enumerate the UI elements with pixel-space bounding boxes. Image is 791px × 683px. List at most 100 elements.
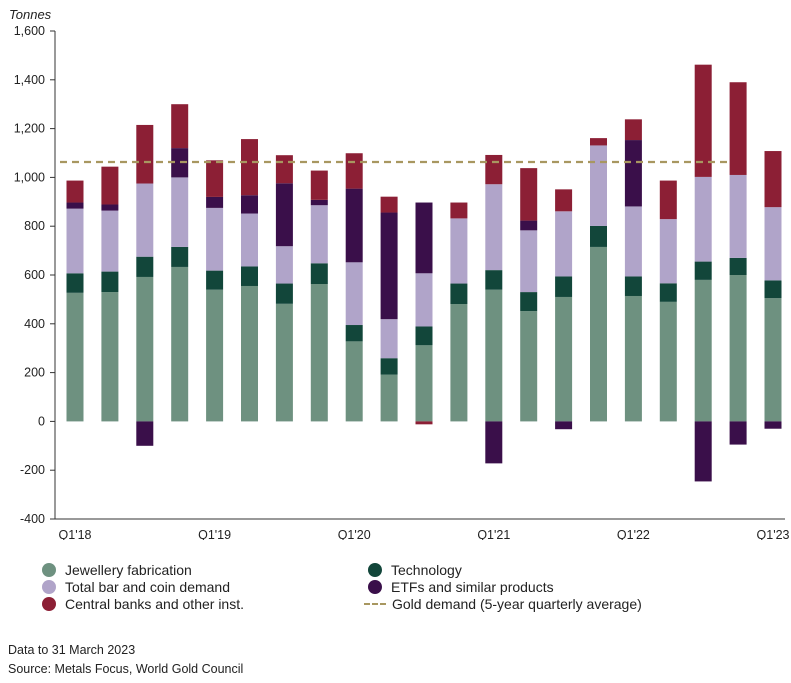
bar-jewellery-fabrication xyxy=(66,292,84,422)
bar-etfs-and-similar-products xyxy=(171,148,189,178)
legend-label-central-banks: Central banks and other inst. xyxy=(65,596,244,612)
bar-technology xyxy=(275,283,293,304)
bar-etfs-and-similar-products xyxy=(345,188,363,263)
legend-swatch-jewellery xyxy=(42,563,56,577)
bar-jewellery-fabrication xyxy=(241,285,258,422)
bar-technology xyxy=(624,276,642,296)
bar-jewellery-fabrication xyxy=(450,304,468,422)
bar-total-bar-and-coin-demand xyxy=(415,273,433,327)
y-tick-label: 1,000 xyxy=(14,170,45,184)
bar-total-bar-and-coin-demand xyxy=(659,219,677,284)
x-tick-label: Q1'19 xyxy=(198,528,231,540)
legend-item-bar-coin: Total bar and coin demand xyxy=(42,579,230,595)
bar-technology xyxy=(415,326,433,346)
bar-jewellery-fabrication xyxy=(624,295,642,422)
bar-central-banks-and-other-inst xyxy=(275,155,293,184)
bar-central-banks-and-other-inst xyxy=(345,153,363,189)
bar-central-banks-and-other-inst xyxy=(520,168,538,221)
bar-total-bar-and-coin-demand xyxy=(66,208,84,274)
bar-technology xyxy=(345,325,363,342)
data-date-note: Data to 31 March 2023 xyxy=(8,643,136,657)
bar-total-bar-and-coin-demand xyxy=(555,211,573,277)
y-tick-label: 1,600 xyxy=(14,24,45,38)
bar-etfs-and-similar-products xyxy=(729,421,747,445)
x-tick-label: Q1'22 xyxy=(617,528,650,540)
bar-total-bar-and-coin-demand xyxy=(206,207,224,271)
bar-total-bar-and-coin-demand xyxy=(275,246,293,284)
bar-central-banks-and-other-inst xyxy=(241,139,258,196)
bar-central-banks-and-other-inst xyxy=(310,170,328,200)
y-axis-label: Tonnes xyxy=(9,7,52,22)
bar-total-bar-and-coin-demand xyxy=(380,319,398,359)
bar-central-banks-and-other-inst xyxy=(764,151,782,208)
bar-technology xyxy=(101,271,119,293)
bar-jewellery-fabrication xyxy=(659,301,677,422)
bar-jewellery-fabrication xyxy=(171,266,189,422)
legend-swatch-bar-coin xyxy=(42,580,56,594)
x-tick-label: Q1'21 xyxy=(477,528,510,540)
bar-etfs-and-similar-products xyxy=(101,204,119,211)
legend-item-central-banks: Central banks and other inst. xyxy=(42,596,244,612)
bar-central-banks-and-other-inst xyxy=(101,166,119,205)
chart: Tonnes -400 -200 0 200 400 600 800 1,000 1,200 1,4… xyxy=(9,7,790,540)
bar-technology xyxy=(520,292,538,312)
legend-swatch-central-banks xyxy=(42,597,56,611)
bar-total-bar-and-coin-demand xyxy=(590,145,607,226)
bar-technology xyxy=(310,263,328,285)
bar-central-banks-and-other-inst xyxy=(624,119,642,141)
bar-technology xyxy=(66,273,84,293)
bar-technology xyxy=(380,358,398,375)
bar-central-banks-and-other-inst xyxy=(590,138,607,146)
legend-label-technology: Technology xyxy=(391,562,462,578)
bar-jewellery-fabrication xyxy=(101,292,119,422)
bar-etfs-and-similar-products xyxy=(520,220,538,231)
bar-jewellery-fabrication xyxy=(380,374,398,422)
legend-label-jewellery: Jewellery fabrication xyxy=(65,562,192,578)
bar-technology xyxy=(450,283,468,305)
bar-central-banks-and-other-inst xyxy=(555,189,573,212)
bar-etfs-and-similar-products xyxy=(624,140,642,207)
bar-central-banks-and-other-inst xyxy=(485,154,503,185)
bar-etfs-and-similar-products xyxy=(66,202,84,209)
bar-etfs-and-similar-products xyxy=(415,202,433,274)
bar-jewellery-fabrication xyxy=(310,284,328,422)
bar-etfs-and-similar-products xyxy=(206,196,224,208)
bar-central-banks-negative xyxy=(415,421,433,425)
bar-jewellery-fabrication xyxy=(764,298,782,422)
bar-central-banks-and-other-inst xyxy=(729,82,747,175)
bar-total-bar-and-coin-demand xyxy=(624,206,642,277)
bar-etfs-and-similar-products xyxy=(136,421,154,446)
x-tick-label: Q1'20 xyxy=(338,528,371,540)
bar-central-banks-and-other-inst xyxy=(171,104,189,149)
legend-swatch-average xyxy=(364,603,386,605)
y-tick-label: 600 xyxy=(24,268,45,282)
bar-total-bar-and-coin-demand xyxy=(450,218,468,284)
bar-technology xyxy=(694,261,712,280)
bar-total-bar-and-coin-demand xyxy=(729,174,747,258)
y-tick-label: 1,200 xyxy=(14,122,45,136)
bar-total-bar-and-coin-demand xyxy=(764,207,782,281)
bar-jewellery-fabrication xyxy=(555,296,573,422)
bar-central-banks-and-other-inst xyxy=(136,124,154,184)
legend-swatch-technology xyxy=(368,563,382,577)
bar-jewellery-fabrication xyxy=(520,311,538,422)
bar-technology xyxy=(729,257,747,275)
bar-central-banks-and-other-inst xyxy=(66,180,84,203)
bar-central-banks-and-other-inst xyxy=(380,196,398,213)
bar-jewellery-fabrication xyxy=(485,289,503,422)
bar-total-bar-and-coin-demand xyxy=(485,184,503,271)
legend-label-etfs: ETFs and similar products xyxy=(391,579,554,595)
bar-technology xyxy=(136,256,154,277)
bar-technology xyxy=(555,276,573,297)
bar-central-banks-and-other-inst xyxy=(659,180,677,220)
y-tick-label: 0 xyxy=(38,414,45,428)
legend-label-bar-coin: Total bar and coin demand xyxy=(65,579,230,595)
bar-jewellery-fabrication xyxy=(136,276,154,422)
legend-item-jewellery: Jewellery fabrication xyxy=(42,562,192,578)
y-tick-label: 1,400 xyxy=(14,73,45,87)
bar-central-banks-and-other-inst xyxy=(450,202,468,219)
bar-jewellery-fabrication xyxy=(590,246,607,422)
bar-jewellery-fabrication xyxy=(275,303,293,422)
bar-total-bar-and-coin-demand xyxy=(310,205,328,264)
bar-total-bar-and-coin-demand xyxy=(694,176,712,262)
